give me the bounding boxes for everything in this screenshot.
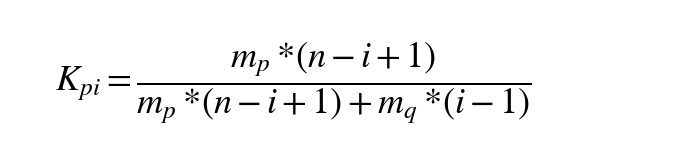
Text: $\mathbf{\mathit{K}}_{pi} = \dfrac{\mathbf{\mathit{m}}_p*\!\left(\mathbf{\mathit: $\mathbf{\mathit{K}}_{pi} = \dfrac{\math… [55,39,531,126]
